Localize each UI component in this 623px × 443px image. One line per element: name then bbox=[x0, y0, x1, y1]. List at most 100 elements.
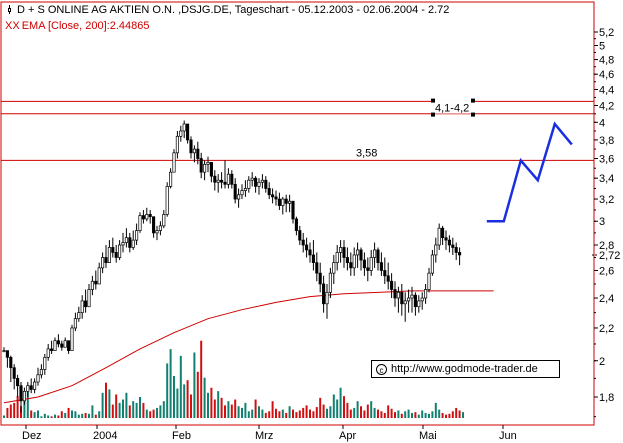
candle-body bbox=[97, 267, 101, 285]
candle-body bbox=[325, 291, 329, 305]
volume-bar bbox=[101, 392, 104, 418]
candle-body bbox=[223, 181, 227, 185]
volume-bar bbox=[360, 406, 362, 418]
candle-body bbox=[186, 123, 190, 141]
candle-body bbox=[359, 249, 363, 261]
candle-body bbox=[271, 194, 275, 198]
volume-bar bbox=[390, 408, 393, 418]
volume-bar bbox=[166, 363, 169, 418]
candle-body bbox=[19, 385, 23, 402]
candle-body bbox=[383, 270, 387, 277]
candle-body bbox=[196, 148, 200, 159]
candle-body bbox=[308, 249, 312, 256]
volume-bar bbox=[445, 414, 447, 418]
volume-bar bbox=[244, 402, 247, 418]
volume-bar bbox=[125, 392, 128, 418]
candle-body bbox=[107, 247, 111, 263]
volume-bar bbox=[370, 401, 373, 418]
candle-body bbox=[216, 179, 220, 183]
volume-bar bbox=[6, 407, 9, 418]
candle-body bbox=[199, 158, 203, 173]
candle-body bbox=[213, 175, 217, 183]
candle-body bbox=[121, 242, 125, 246]
candle-body bbox=[393, 289, 397, 299]
y-tick-label: 5 bbox=[599, 40, 605, 52]
candle-body bbox=[444, 237, 448, 241]
volume-bar bbox=[135, 402, 138, 418]
candle-body bbox=[158, 225, 162, 231]
volume-bar bbox=[108, 389, 111, 418]
volume-bar bbox=[271, 401, 274, 418]
volume-bar bbox=[47, 415, 50, 418]
volume-bar bbox=[414, 412, 417, 418]
candle-body bbox=[22, 390, 26, 402]
candle-body bbox=[427, 272, 431, 290]
candle-body bbox=[250, 177, 254, 181]
y-tick-label: 4,6 bbox=[599, 69, 614, 81]
candle-body bbox=[209, 162, 213, 177]
volume-bar bbox=[424, 412, 427, 418]
volume-bar bbox=[159, 405, 162, 418]
candle-body bbox=[77, 312, 81, 320]
candle-body bbox=[189, 139, 193, 154]
volume-bar bbox=[142, 402, 145, 418]
candle-body bbox=[322, 283, 326, 305]
volume-bar bbox=[162, 401, 165, 418]
volume-bar bbox=[57, 415, 60, 418]
volume-bar bbox=[149, 411, 152, 418]
volume-bar bbox=[196, 371, 199, 418]
volume-bar bbox=[115, 394, 118, 418]
candle-body bbox=[277, 198, 281, 206]
candle-body bbox=[441, 227, 445, 239]
candle-body bbox=[175, 135, 179, 154]
volume-bar bbox=[292, 409, 294, 418]
candle-body bbox=[335, 252, 339, 263]
volume-bar bbox=[237, 406, 240, 418]
volume-bar bbox=[455, 407, 458, 418]
candle-body bbox=[192, 148, 196, 154]
candle-body bbox=[12, 367, 16, 379]
volume-bar bbox=[397, 410, 400, 418]
y-tick-label: 4 bbox=[599, 117, 605, 129]
volume-bar bbox=[400, 413, 403, 418]
volume-bar bbox=[128, 405, 131, 418]
volume-bar bbox=[451, 411, 454, 418]
volume-bar bbox=[105, 382, 107, 418]
volume-bar bbox=[33, 412, 36, 418]
volume-bar bbox=[441, 412, 444, 418]
candle-body bbox=[410, 294, 414, 299]
candle-body bbox=[87, 289, 91, 308]
candle-body bbox=[379, 262, 383, 271]
zone-marker bbox=[471, 98, 475, 103]
candle-body bbox=[305, 244, 309, 251]
candle-body bbox=[26, 385, 30, 392]
candle-body bbox=[141, 215, 145, 220]
volume-bar bbox=[322, 404, 325, 418]
chart-title-text: D + S ONLINE AG AKTIEN O.N. ,DSJG.DE, Ta… bbox=[17, 4, 450, 16]
volume-bar bbox=[30, 410, 33, 418]
volume-bar bbox=[278, 411, 281, 418]
x-tick-label: Mai bbox=[419, 430, 437, 442]
candle-body bbox=[73, 318, 77, 329]
volume-bar bbox=[363, 410, 366, 418]
y-tick-label: 3,8 bbox=[599, 135, 614, 147]
candle-body bbox=[43, 356, 47, 370]
volume-bar bbox=[26, 391, 29, 418]
y-tick-label: 4,8 bbox=[599, 55, 614, 67]
volume-bar bbox=[176, 388, 179, 418]
y-tick-label: 3,2 bbox=[599, 194, 614, 206]
candle-body bbox=[131, 239, 135, 248]
volume-bar bbox=[373, 407, 376, 418]
volume-bar bbox=[264, 412, 267, 418]
ema-200-line bbox=[3, 290, 494, 404]
candle-body bbox=[420, 297, 424, 302]
watermark: c http://www.godmode-trader.de bbox=[371, 360, 560, 378]
candle-body bbox=[169, 171, 173, 187]
candle-body bbox=[356, 249, 360, 256]
candle-body bbox=[339, 247, 343, 253]
volume-bar bbox=[261, 409, 264, 418]
candle-body bbox=[226, 173, 230, 185]
volume-bar bbox=[67, 407, 70, 418]
candle-body bbox=[135, 230, 139, 241]
